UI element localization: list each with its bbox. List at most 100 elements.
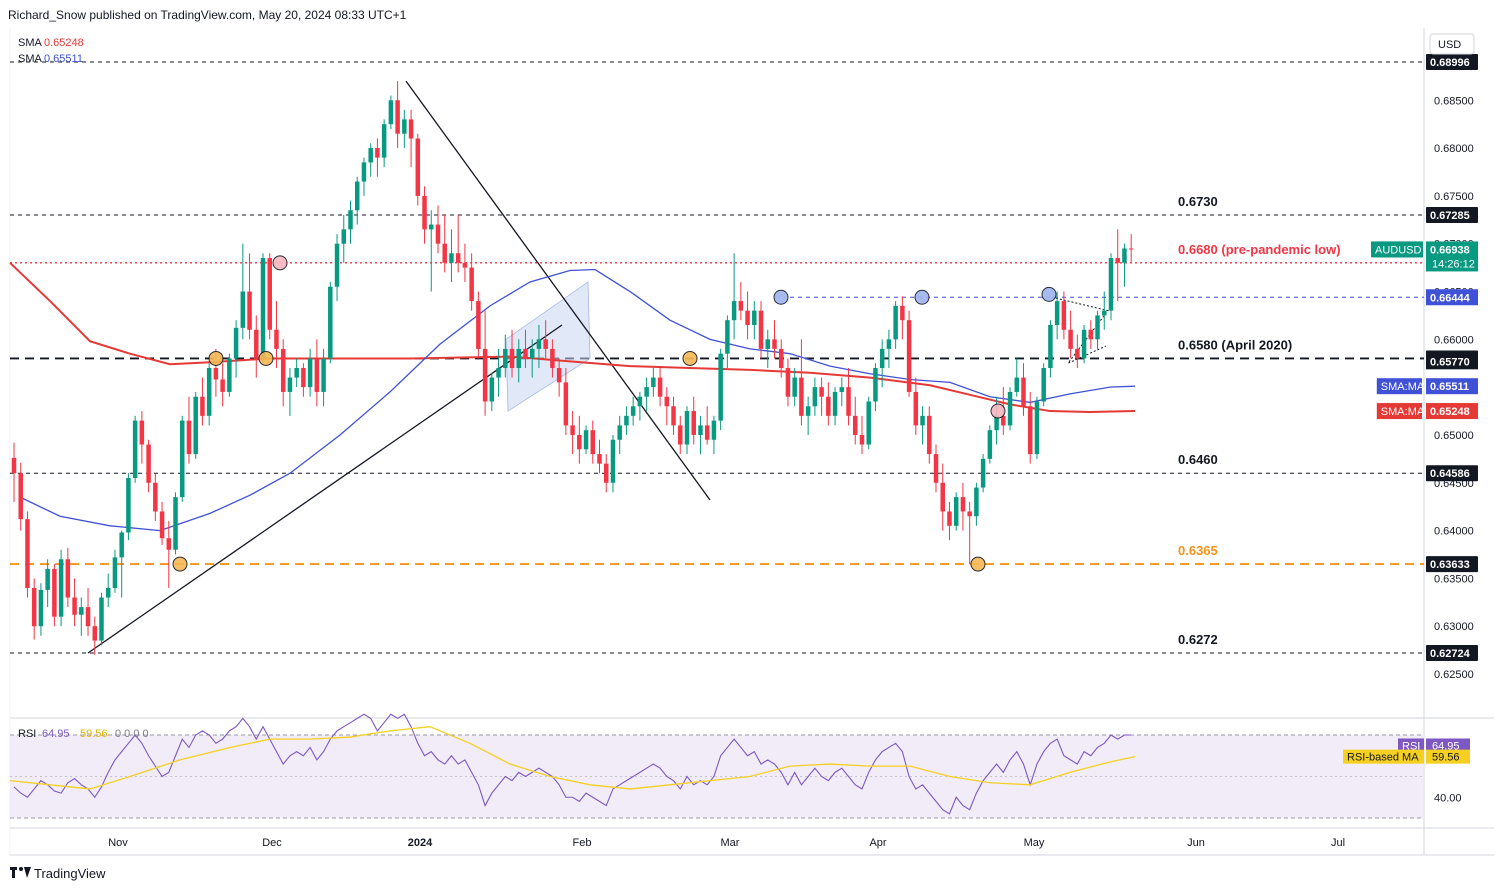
sma1-legend-label[interactable]: SMA bbox=[18, 37, 43, 49]
candle[interactable] bbox=[1054, 291, 1060, 340]
candle[interactable] bbox=[913, 377, 919, 435]
candle[interactable] bbox=[334, 234, 340, 302]
candle[interactable] bbox=[1128, 234, 1134, 263]
candle[interactable] bbox=[657, 368, 663, 407]
candle[interactable] bbox=[617, 415, 622, 455]
candle[interactable] bbox=[698, 415, 703, 455]
candle[interactable] bbox=[893, 301, 898, 349]
candle[interactable] bbox=[1102, 291, 1107, 330]
candle[interactable] bbox=[799, 339, 804, 426]
candle[interactable] bbox=[651, 368, 656, 397]
candle[interactable] bbox=[778, 339, 784, 378]
candle[interactable] bbox=[684, 406, 690, 455]
candle[interactable] bbox=[691, 396, 696, 445]
candle[interactable] bbox=[240, 243, 246, 340]
candle[interactable] bbox=[1014, 358, 1020, 397]
candle[interactable] bbox=[974, 482, 979, 526]
candle[interactable] bbox=[85, 587, 91, 636]
price-axis[interactable]: 0.685000.680000.675000.670000.665000.660… bbox=[1343, 95, 1478, 804]
candle[interactable] bbox=[543, 320, 548, 359]
candle[interactable] bbox=[603, 454, 609, 493]
candle[interactable] bbox=[960, 482, 966, 531]
candle[interactable] bbox=[1108, 253, 1114, 321]
candle[interactable] bbox=[462, 243, 468, 282]
candle[interactable] bbox=[556, 358, 562, 397]
candle[interactable] bbox=[435, 205, 441, 254]
candle[interactable] bbox=[718, 348, 723, 431]
pivot-marker-4[interactable] bbox=[682, 350, 698, 366]
candle[interactable] bbox=[280, 339, 286, 407]
candle[interactable] bbox=[570, 411, 575, 455]
candle[interactable] bbox=[449, 229, 454, 282]
candle[interactable] bbox=[180, 415, 185, 502]
candle[interactable] bbox=[11, 442, 17, 502]
candle[interactable] bbox=[307, 348, 313, 397]
candle[interactable] bbox=[1115, 229, 1120, 302]
candle[interactable] bbox=[173, 492, 178, 555]
candle[interactable] bbox=[274, 301, 279, 369]
candle[interactable] bbox=[18, 462, 23, 531]
candle[interactable] bbox=[25, 511, 30, 598]
candle[interactable] bbox=[294, 358, 299, 388]
candle[interactable] bbox=[429, 210, 434, 292]
candle[interactable] bbox=[536, 324, 542, 369]
candle[interactable] bbox=[220, 363, 225, 407]
candle[interactable] bbox=[233, 320, 239, 378]
candle[interactable] bbox=[529, 339, 535, 378]
candle[interactable] bbox=[624, 406, 629, 435]
candle[interactable] bbox=[1081, 324, 1087, 364]
candle[interactable] bbox=[503, 334, 508, 378]
candle[interactable] bbox=[38, 583, 44, 636]
candle[interactable] bbox=[873, 363, 878, 412]
candle[interactable] bbox=[583, 425, 589, 455]
candle[interactable] bbox=[516, 339, 522, 383]
candle[interactable] bbox=[671, 396, 676, 435]
candle[interactable] bbox=[752, 301, 757, 340]
candle[interactable] bbox=[159, 501, 165, 545]
candle[interactable] bbox=[772, 320, 777, 359]
candle[interactable] bbox=[328, 281, 333, 364]
candle[interactable] bbox=[321, 348, 326, 407]
candle[interactable] bbox=[523, 329, 528, 369]
candle[interactable] bbox=[846, 368, 851, 426]
candle[interactable] bbox=[375, 138, 380, 177]
candle[interactable] bbox=[630, 396, 636, 426]
candle[interactable] bbox=[610, 434, 616, 493]
candle[interactable] bbox=[482, 310, 488, 416]
candle[interactable] bbox=[745, 291, 750, 340]
candle[interactable] bbox=[496, 348, 501, 397]
candle[interactable] bbox=[550, 339, 555, 378]
pivot-marker-5[interactable] bbox=[970, 556, 986, 572]
candle[interactable] bbox=[819, 377, 824, 416]
sma2-legend-label[interactable]: SMA bbox=[18, 53, 43, 65]
candle[interactable] bbox=[826, 382, 831, 426]
candle[interactable] bbox=[933, 444, 939, 493]
candle[interactable] bbox=[361, 157, 367, 196]
candle[interactable] bbox=[1122, 243, 1127, 287]
candle[interactable] bbox=[832, 387, 838, 426]
candle[interactable] bbox=[1088, 320, 1094, 349]
pivot-marker-1[interactable] bbox=[208, 350, 224, 366]
candle[interactable] bbox=[637, 391, 643, 421]
candle[interactable] bbox=[967, 501, 972, 565]
candle[interactable] bbox=[314, 339, 320, 407]
candle[interactable] bbox=[132, 415, 138, 483]
candle[interactable] bbox=[408, 109, 414, 168]
candle[interactable] bbox=[287, 368, 293, 416]
candle[interactable] bbox=[79, 597, 84, 636]
candle[interactable] bbox=[139, 411, 145, 464]
candle[interactable] bbox=[839, 377, 845, 407]
candle[interactable] bbox=[1007, 387, 1013, 431]
candle[interactable] bbox=[193, 391, 198, 459]
candle[interactable] bbox=[1027, 391, 1033, 464]
candle[interactable] bbox=[577, 415, 582, 464]
candle[interactable] bbox=[381, 119, 387, 168]
candle[interactable] bbox=[920, 406, 925, 445]
candle[interactable] bbox=[886, 329, 892, 369]
candle[interactable] bbox=[953, 492, 959, 531]
candle[interactable] bbox=[731, 253, 737, 340]
candle[interactable] bbox=[58, 549, 64, 627]
candle[interactable] bbox=[247, 253, 252, 340]
candle[interactable] bbox=[597, 439, 602, 474]
candle[interactable] bbox=[469, 253, 474, 311]
